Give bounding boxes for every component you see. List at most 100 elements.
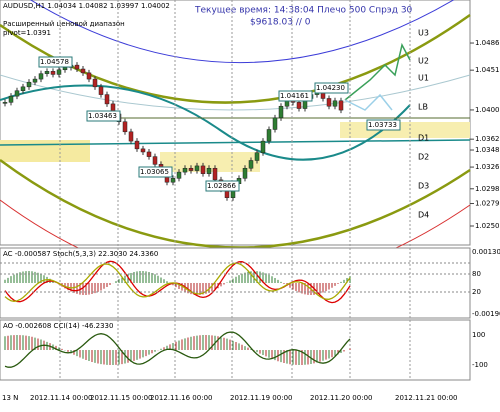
candle [266,129,272,142]
candle [272,117,278,130]
ao-label: 100 [472,331,485,339]
candle [338,100,344,111]
y-tick-label: 1.04865 [475,39,500,47]
candle [206,167,212,174]
candle [128,131,134,142]
ac-panel [0,247,471,319]
annotation-box [314,82,349,94]
candle [248,160,254,169]
ac-title: AC -0.000587 Stoch(5,3,3) 22.3030 24.336… [3,250,158,258]
ao-title: AO -0.002608 CCI(14) -46.2330 [3,322,113,330]
candle [296,102,302,109]
candle [86,72,92,80]
candle [98,86,104,95]
candle [278,105,284,119]
level-label: D4 [418,211,429,220]
ac-label: 80 [472,270,481,278]
ac-label: -0.00190 [472,310,500,318]
annotation-box [205,180,240,192]
candle [62,67,68,71]
ao-label: -100 [472,361,488,369]
candle [14,90,20,97]
y-tick-label: 1.04515 [475,66,500,74]
candle [44,71,50,74]
candle [74,64,80,70]
candle [92,78,98,88]
candle [212,167,218,181]
candle [56,69,62,75]
candle [176,171,182,179]
balance: $9618.03 // 0 [250,18,311,28]
y-tick-label: 1.03265 [475,163,500,171]
zone [0,140,90,162]
date-label: 2012.11.19 00:00 [230,394,292,402]
candle [200,165,206,174]
candle [20,86,26,91]
date-label: 2012.11.14 00:00 [30,394,92,402]
annotation-box [86,110,121,122]
cci [4,331,351,368]
pivot: pivot=1.0391 [3,29,51,37]
level-line [0,139,471,146]
pivot-line [0,84,411,161]
date-label: 13 N [2,394,18,402]
annotation-box [278,90,313,102]
y-tick-label: 1.02985 [475,185,500,193]
annotation-box [366,119,401,131]
candle [194,165,200,171]
candle [326,98,332,107]
annotation: 1.02866 [207,182,236,190]
candle [146,151,152,157]
annotation-box [138,166,173,178]
band [30,0,455,63]
candle [332,100,338,107]
range: Расширенный ценовой диапазон [3,20,125,28]
candle [170,178,176,183]
stoch-signal [4,262,351,302]
date-label: 2012.11.20 00:00 [310,394,372,402]
date-label: 2012.11.15 00:00 [90,394,152,402]
ac-label: 0.001305 [472,248,500,256]
date-strip [0,382,500,408]
candle [152,156,158,165]
date-label: 2012.11.21 00:00 [395,394,457,402]
candle [122,121,128,133]
candle [182,167,188,173]
level-label: U3 [418,29,429,38]
y-tick-label: 1.03625 [475,135,500,143]
y-tick-label: 1.03485 [475,146,500,154]
candle [254,152,260,161]
level-label: D2 [418,153,429,162]
annotation-box [38,56,73,68]
candle [242,167,248,179]
candle [140,148,146,153]
zone [340,122,470,138]
date-label: 2012.11.16 00:00 [150,394,212,402]
forecast [344,42,411,101]
level-label: D1 [418,134,429,143]
annotation: 1.04161 [280,92,309,100]
candle [32,78,38,83]
ao-panel [0,319,471,381]
ac-label: 20 [472,288,481,296]
level-label: LB [418,103,428,112]
time: Текущее время: 14:38:04 Плечо 500 Спрэд … [194,6,413,16]
symbol: AUDUSD,H1 1.04034 1.04082 1.03997 1.0400… [3,2,170,10]
candle [26,81,32,88]
candle [80,68,86,74]
annotation: 1.03733 [368,121,397,129]
annotation: 1.03463 [88,112,117,120]
candle [8,95,14,103]
candle [2,102,8,104]
annotation: 1.04578 [40,58,69,66]
forecast [344,93,393,111]
candle [38,73,44,80]
candle [50,71,56,75]
candle [134,140,140,150]
annotation: 1.03065 [140,168,169,176]
level-label: U2 [418,57,429,66]
level-label: D3 [418,182,429,191]
candle [260,140,266,153]
level-label: U1 [418,74,429,83]
